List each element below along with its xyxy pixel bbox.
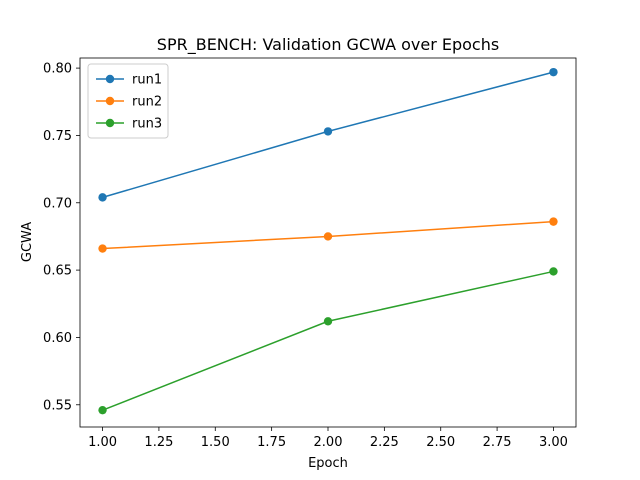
y-tick-label: 0.75 <box>43 129 72 144</box>
legend-marker-run2 <box>105 96 115 106</box>
data-point-run2-3 <box>549 217 558 226</box>
data-point-run3-1 <box>98 405 107 415</box>
x-tick-label: 3.00 <box>539 435 568 450</box>
y-tick-label: 0.70 <box>43 196 72 211</box>
y-tick-label: 0.80 <box>43 62 72 77</box>
legend: run1 run2 run3 <box>87 63 169 139</box>
data-point-run1-2 <box>323 127 333 136</box>
data-point-run3-3 <box>549 267 558 276</box>
chart-title: SPR_BENCH: Validation GCWA over Epochs <box>157 35 499 55</box>
y-tick-label: 0.65 <box>43 264 72 279</box>
x-tick-label: 1.25 <box>144 435 173 450</box>
x-tick-label: 2.75 <box>483 435 512 450</box>
legend-label-run1: run1 <box>132 73 162 88</box>
x-tick-label: 1.00 <box>88 435 117 450</box>
x-tick-label: 1.50 <box>201 435 230 450</box>
legend-marker-run3 <box>105 118 115 128</box>
legend-label-run3: run3 <box>132 117 162 132</box>
data-point-run2-1 <box>98 244 107 253</box>
data-point-run1-1 <box>98 193 107 202</box>
legend-marker-run1 <box>105 74 115 84</box>
x-tick-label: 2.25 <box>370 435 399 450</box>
legend-label-run2: run2 <box>132 95 162 110</box>
y-axis-label: GCWA <box>20 222 35 262</box>
data-point-run3-2 <box>323 317 333 326</box>
plot-area: 1.00 1.25 1.50 1.75 2.00 2.25 2.50 2.75 3.00 0.55… <box>43 57 577 450</box>
x-tick-label: 2.00 <box>314 435 343 450</box>
data-point-run1-3 <box>549 67 558 77</box>
x-tick-label: 1.75 <box>257 435 286 450</box>
x-axis-label: Epoch <box>308 456 348 471</box>
x-tick-label: 2.50 <box>426 435 455 450</box>
y-tick-label: 0.55 <box>43 398 72 413</box>
data-point-run2-2 <box>323 232 333 241</box>
y-tick-label: 0.60 <box>43 331 72 346</box>
